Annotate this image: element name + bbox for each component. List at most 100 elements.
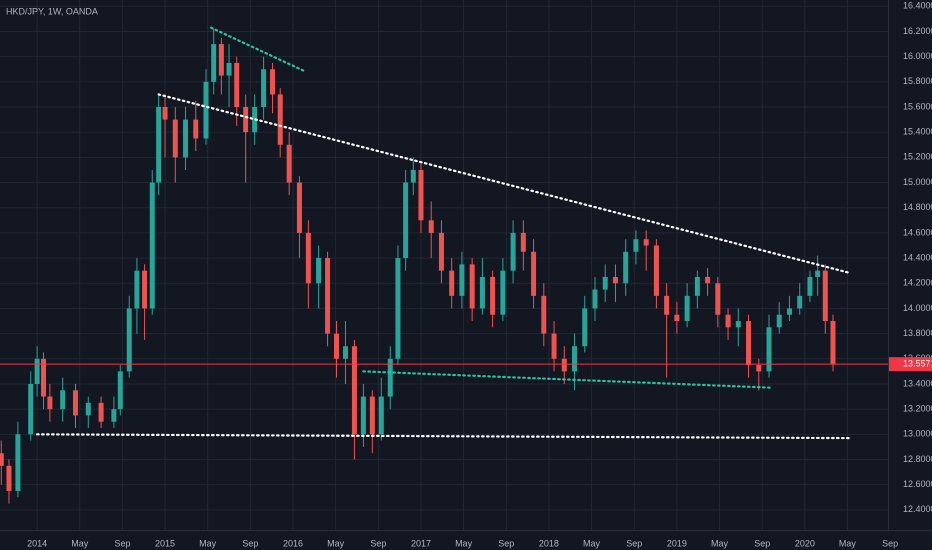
- candle-body: [142, 270, 148, 309]
- candle-body: [395, 258, 401, 359]
- candle-body: [0, 453, 4, 466]
- x-tick-label: May: [199, 538, 217, 548]
- x-tick-label: 2020: [795, 538, 815, 548]
- candle-body: [725, 314, 731, 328]
- y-tick-label: 16.00000: [903, 51, 932, 61]
- candle-body: [479, 276, 485, 309]
- y-tick-label: 15.80000: [903, 76, 932, 86]
- candle-body: [592, 289, 598, 309]
- candle-body: [561, 358, 567, 372]
- candle-body: [117, 371, 123, 410]
- candle-body: [193, 119, 199, 139]
- y-tick-label: 13.80000: [903, 328, 932, 338]
- x-tick-label: Sep: [242, 538, 258, 548]
- y-tick-label: 12.60000: [903, 479, 932, 489]
- candle-body: [438, 232, 444, 271]
- candle-body: [822, 270, 828, 322]
- candle-body: [60, 390, 66, 410]
- x-tick-label: Sep: [882, 538, 898, 548]
- candle-body: [218, 44, 224, 76]
- candle-body: [305, 232, 311, 284]
- candle-body: [316, 258, 322, 284]
- trendline: [36, 433, 852, 440]
- candle-body: [541, 295, 547, 334]
- candle-body: [369, 396, 375, 435]
- x-tick-label: 2018: [539, 538, 559, 548]
- candle-body: [490, 276, 496, 315]
- candle-body: [149, 182, 155, 309]
- candle-body: [500, 270, 506, 315]
- x-tick-label: Sep: [498, 538, 514, 548]
- candle-body: [325, 258, 331, 334]
- x-tick-label: Sep: [754, 538, 770, 548]
- candle-body: [226, 62, 232, 76]
- y-tick-label: 15.60000: [903, 101, 932, 111]
- y-tick-label: 13.40000: [903, 378, 932, 388]
- x-tick-label: 2016: [283, 538, 303, 548]
- x-tick-label: May: [455, 538, 473, 548]
- candle-body: [643, 239, 649, 246]
- candle-body: [98, 402, 104, 422]
- candle-body: [234, 62, 240, 108]
- candle-body: [582, 308, 588, 347]
- trendline: [157, 93, 852, 275]
- candle-body: [85, 402, 91, 416]
- candle-body: [360, 396, 366, 435]
- candle-body: [162, 107, 168, 120]
- x-tick-label: May: [583, 538, 601, 548]
- candle-body: [469, 264, 475, 309]
- candle-body: [134, 270, 140, 309]
- candle-body: [126, 308, 132, 372]
- candle-body: [459, 264, 465, 296]
- x-tick-label: Sep: [370, 538, 386, 548]
- y-tick-label: 16.20000: [903, 26, 932, 36]
- x-tick-label: Sep: [114, 538, 130, 548]
- candle-body: [551, 333, 557, 359]
- candle-body: [674, 314, 680, 322]
- candle-body: [653, 245, 659, 296]
- y-tick-label: 13.00000: [903, 429, 932, 439]
- chart-title: HKD/JPY, 1W, OANDA: [6, 6, 98, 16]
- candle-body: [428, 220, 434, 233]
- candle-body: [15, 434, 21, 491]
- y-tick-label: 14.40000: [903, 252, 932, 262]
- candle-body: [830, 321, 836, 365]
- candle-body: [684, 295, 690, 322]
- axes: 12.40000 12.60000 12.80000 13.00000 13.20000…: [27, 1, 932, 548]
- trendline: [210, 26, 307, 73]
- y-tick-label: 14.80000: [903, 202, 932, 212]
- candle-body: [410, 169, 416, 183]
- candle-body: [183, 119, 189, 158]
- candle-body: [270, 69, 276, 95]
- candle-body: [41, 358, 47, 397]
- candle-body: [449, 270, 455, 296]
- candle-body: [6, 465, 12, 491]
- candle-body: [34, 358, 40, 384]
- candle-body: [572, 346, 578, 372]
- candles: [0, 28, 836, 504]
- candle-body: [797, 295, 803, 309]
- candle-body: [705, 276, 711, 284]
- overlays: [0, 26, 888, 440]
- candle-body: [623, 251, 629, 284]
- candle-body: [342, 346, 348, 359]
- y-tick-label: 15.20000: [903, 152, 932, 162]
- x-tick-label: May: [327, 538, 345, 548]
- candle-body: [531, 251, 537, 296]
- candle-body: [520, 232, 526, 252]
- candle-body: [510, 232, 516, 271]
- candle-body: [387, 358, 393, 397]
- candle-body: [111, 409, 117, 422]
- candle-body: [612, 276, 618, 284]
- candle-body: [403, 182, 409, 259]
- x-tick-label: 2014: [27, 538, 47, 548]
- candle-body: [418, 169, 424, 221]
- last-price-label: 13.55712: [903, 359, 932, 369]
- candle-body: [211, 44, 217, 82]
- candle-body: [286, 144, 292, 183]
- candle-body: [334, 333, 340, 359]
- y-tick-label: 12.80000: [903, 454, 932, 464]
- y-tick-label: 14.20000: [903, 278, 932, 288]
